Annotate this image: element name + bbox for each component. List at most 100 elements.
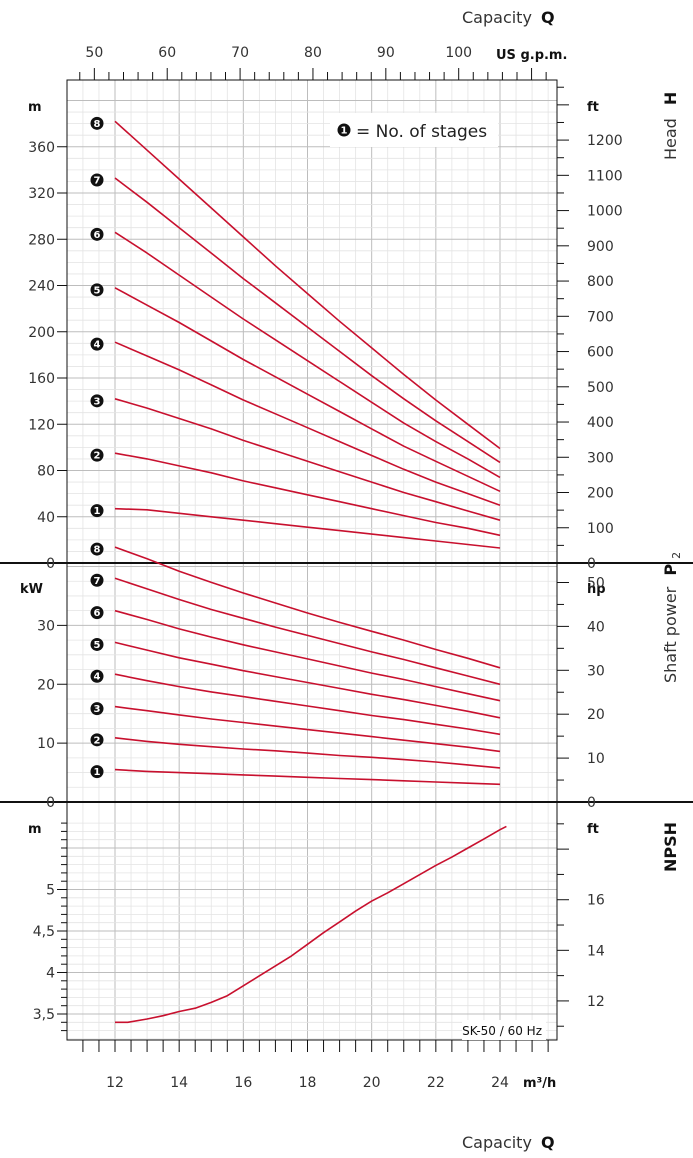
head-stage-label-5: 5	[94, 285, 101, 296]
shaft_power-stage-marker-6	[90, 606, 104, 620]
shaft_power-stage-marker-2	[90, 733, 104, 747]
head-left-tick-label: 120	[28, 417, 55, 433]
head-right-tick-label: 900	[587, 239, 614, 255]
shaft_power-stage-label-6: 6	[94, 608, 101, 619]
legend-box	[330, 113, 498, 147]
head-stage-label-8: 8	[94, 119, 101, 130]
power-right-tick-label: 30	[587, 663, 605, 679]
shaft_power-stage-marker-8	[90, 542, 104, 556]
power-right-unit: hp	[587, 582, 606, 597]
head-left-unit: m	[28, 100, 42, 115]
frame-layer	[0, 68, 693, 1052]
head-left-tick-label: 280	[28, 232, 55, 248]
legend-text: = No. of stages	[356, 122, 487, 142]
legend-marker-number: 1	[341, 126, 348, 137]
shaft_power-stage-marker-3	[90, 702, 104, 716]
shaft_power-stage-marker-4	[90, 669, 104, 683]
label-layer: Capacity Q US g.p.m. Capacity Q m³/h m f…	[20, 8, 683, 1152]
head-right-tick-label: 800	[587, 274, 614, 290]
model-label: SK-50 / 60 Hz	[462, 1024, 542, 1038]
curve-layer	[114, 120, 507, 1024]
head-right-tick-label: 1000	[587, 204, 623, 220]
head-curve-1	[114, 507, 501, 549]
bottom-tick-label: 18	[299, 1075, 317, 1091]
npsh-curve-1	[115, 825, 507, 1024]
shaft_power-curve-5	[114, 641, 501, 719]
bottom-axis-title: Capacity Q	[462, 1133, 555, 1152]
shaft_power-curve-6	[114, 609, 501, 702]
head-right-tick-label: 600	[587, 345, 614, 361]
shaft_power-stage-label-3: 3	[94, 704, 101, 715]
head-left-tick-label: 40	[37, 510, 55, 526]
head-curve-3	[114, 398, 501, 521]
shaft_power-stage-label-4: 4	[94, 672, 101, 683]
shaft_power-stage-label-8: 8	[94, 545, 101, 556]
head-stage-label-7: 7	[94, 175, 101, 186]
head-left-tick-label: 360	[28, 140, 55, 156]
npsh-axis-title: NPSH	[661, 822, 680, 872]
head-stage-label-3: 3	[94, 396, 101, 407]
bottom-tick-label: 16	[234, 1075, 252, 1091]
head-stage-label-2: 2	[94, 451, 101, 462]
shaft_power-curve-3	[114, 705, 501, 753]
top-axis-title-text: Capacity	[462, 8, 532, 27]
shaft_power-stage-label-5: 5	[94, 640, 101, 651]
bottom-axis-title-symbol: Q	[541, 1133, 555, 1152]
power-right-tick-label: 40	[587, 619, 605, 635]
head-right-tick-label: 700	[587, 309, 614, 325]
shaft_power-stage-label-1: 1	[94, 767, 101, 778]
shaft_power-curve-8	[114, 546, 501, 669]
power-axis-title-subscript: 2	[670, 552, 683, 559]
top-tick-label: 100	[445, 45, 472, 61]
head-right-tick-label: 400	[587, 415, 614, 431]
bottom-tick-label: 22	[427, 1075, 445, 1091]
shaft_power-stage-marker-7	[90, 573, 104, 587]
head-right-tick-label: 1100	[587, 168, 623, 184]
head-right-tick-label: 1200	[587, 133, 623, 149]
top-axis-unit: US g.p.m.	[496, 48, 567, 63]
top-tick-label: 50	[85, 45, 103, 61]
shaft_power-stage-label-7: 7	[94, 576, 101, 587]
head-stage-marker-7	[90, 173, 104, 187]
power-right-tick-label: 0	[587, 795, 596, 811]
head-curve-6	[114, 231, 501, 479]
power-axis-title-text: Shaft power	[661, 586, 680, 683]
head-right-unit: ft	[587, 100, 599, 115]
head-left-tick-label: 80	[37, 464, 55, 480]
top-tick-label: 70	[231, 45, 249, 61]
npsh-right-tick-label: 14	[587, 943, 605, 959]
head-stage-marker-5	[90, 283, 104, 297]
head-right-tick-label: 0	[587, 556, 596, 572]
head-left-tick-label: 240	[28, 279, 55, 295]
power-left-tick-label: 0	[46, 795, 55, 811]
head-curve-7	[114, 177, 501, 464]
top-tick-label: 90	[377, 45, 395, 61]
legend-marker-circle	[337, 123, 351, 137]
chart-frame	[66, 79, 558, 1041]
head-stage-marker-1	[90, 504, 104, 518]
head-stage-marker-6	[90, 227, 104, 241]
power-right-tick-label: 50	[587, 575, 605, 591]
power-right-tick-label: 10	[587, 751, 605, 767]
top-tick-label: 80	[304, 45, 322, 61]
power-left-tick-label: 30	[37, 618, 55, 634]
head-curve-5	[114, 287, 501, 493]
head-curve-8	[114, 120, 501, 450]
npsh-right-tick-label: 16	[587, 893, 605, 909]
head-axis-title-text: Head	[661, 118, 680, 160]
stages-legend: 1 = No. of stages	[330, 113, 498, 147]
shaft_power-stage-marker-1	[90, 765, 104, 779]
shaft_power-curve-4	[114, 673, 501, 736]
bottom-tick-label: 24	[491, 1075, 509, 1091]
npsh-right-unit: ft	[587, 822, 599, 837]
head-left-tick-label: 160	[28, 371, 55, 387]
bottom-axis-unit: m³/h	[523, 1076, 556, 1091]
power-left-tick-label: 20	[37, 677, 55, 693]
bottom-axis-title-text: Capacity	[462, 1133, 532, 1152]
bottom-tick-label: 14	[170, 1075, 188, 1091]
shaft_power-curve-1	[114, 768, 501, 786]
model-label-box	[462, 1020, 546, 1040]
npsh-left-tick-label: 5	[46, 883, 55, 899]
shaft_power-curve-7	[114, 577, 501, 686]
